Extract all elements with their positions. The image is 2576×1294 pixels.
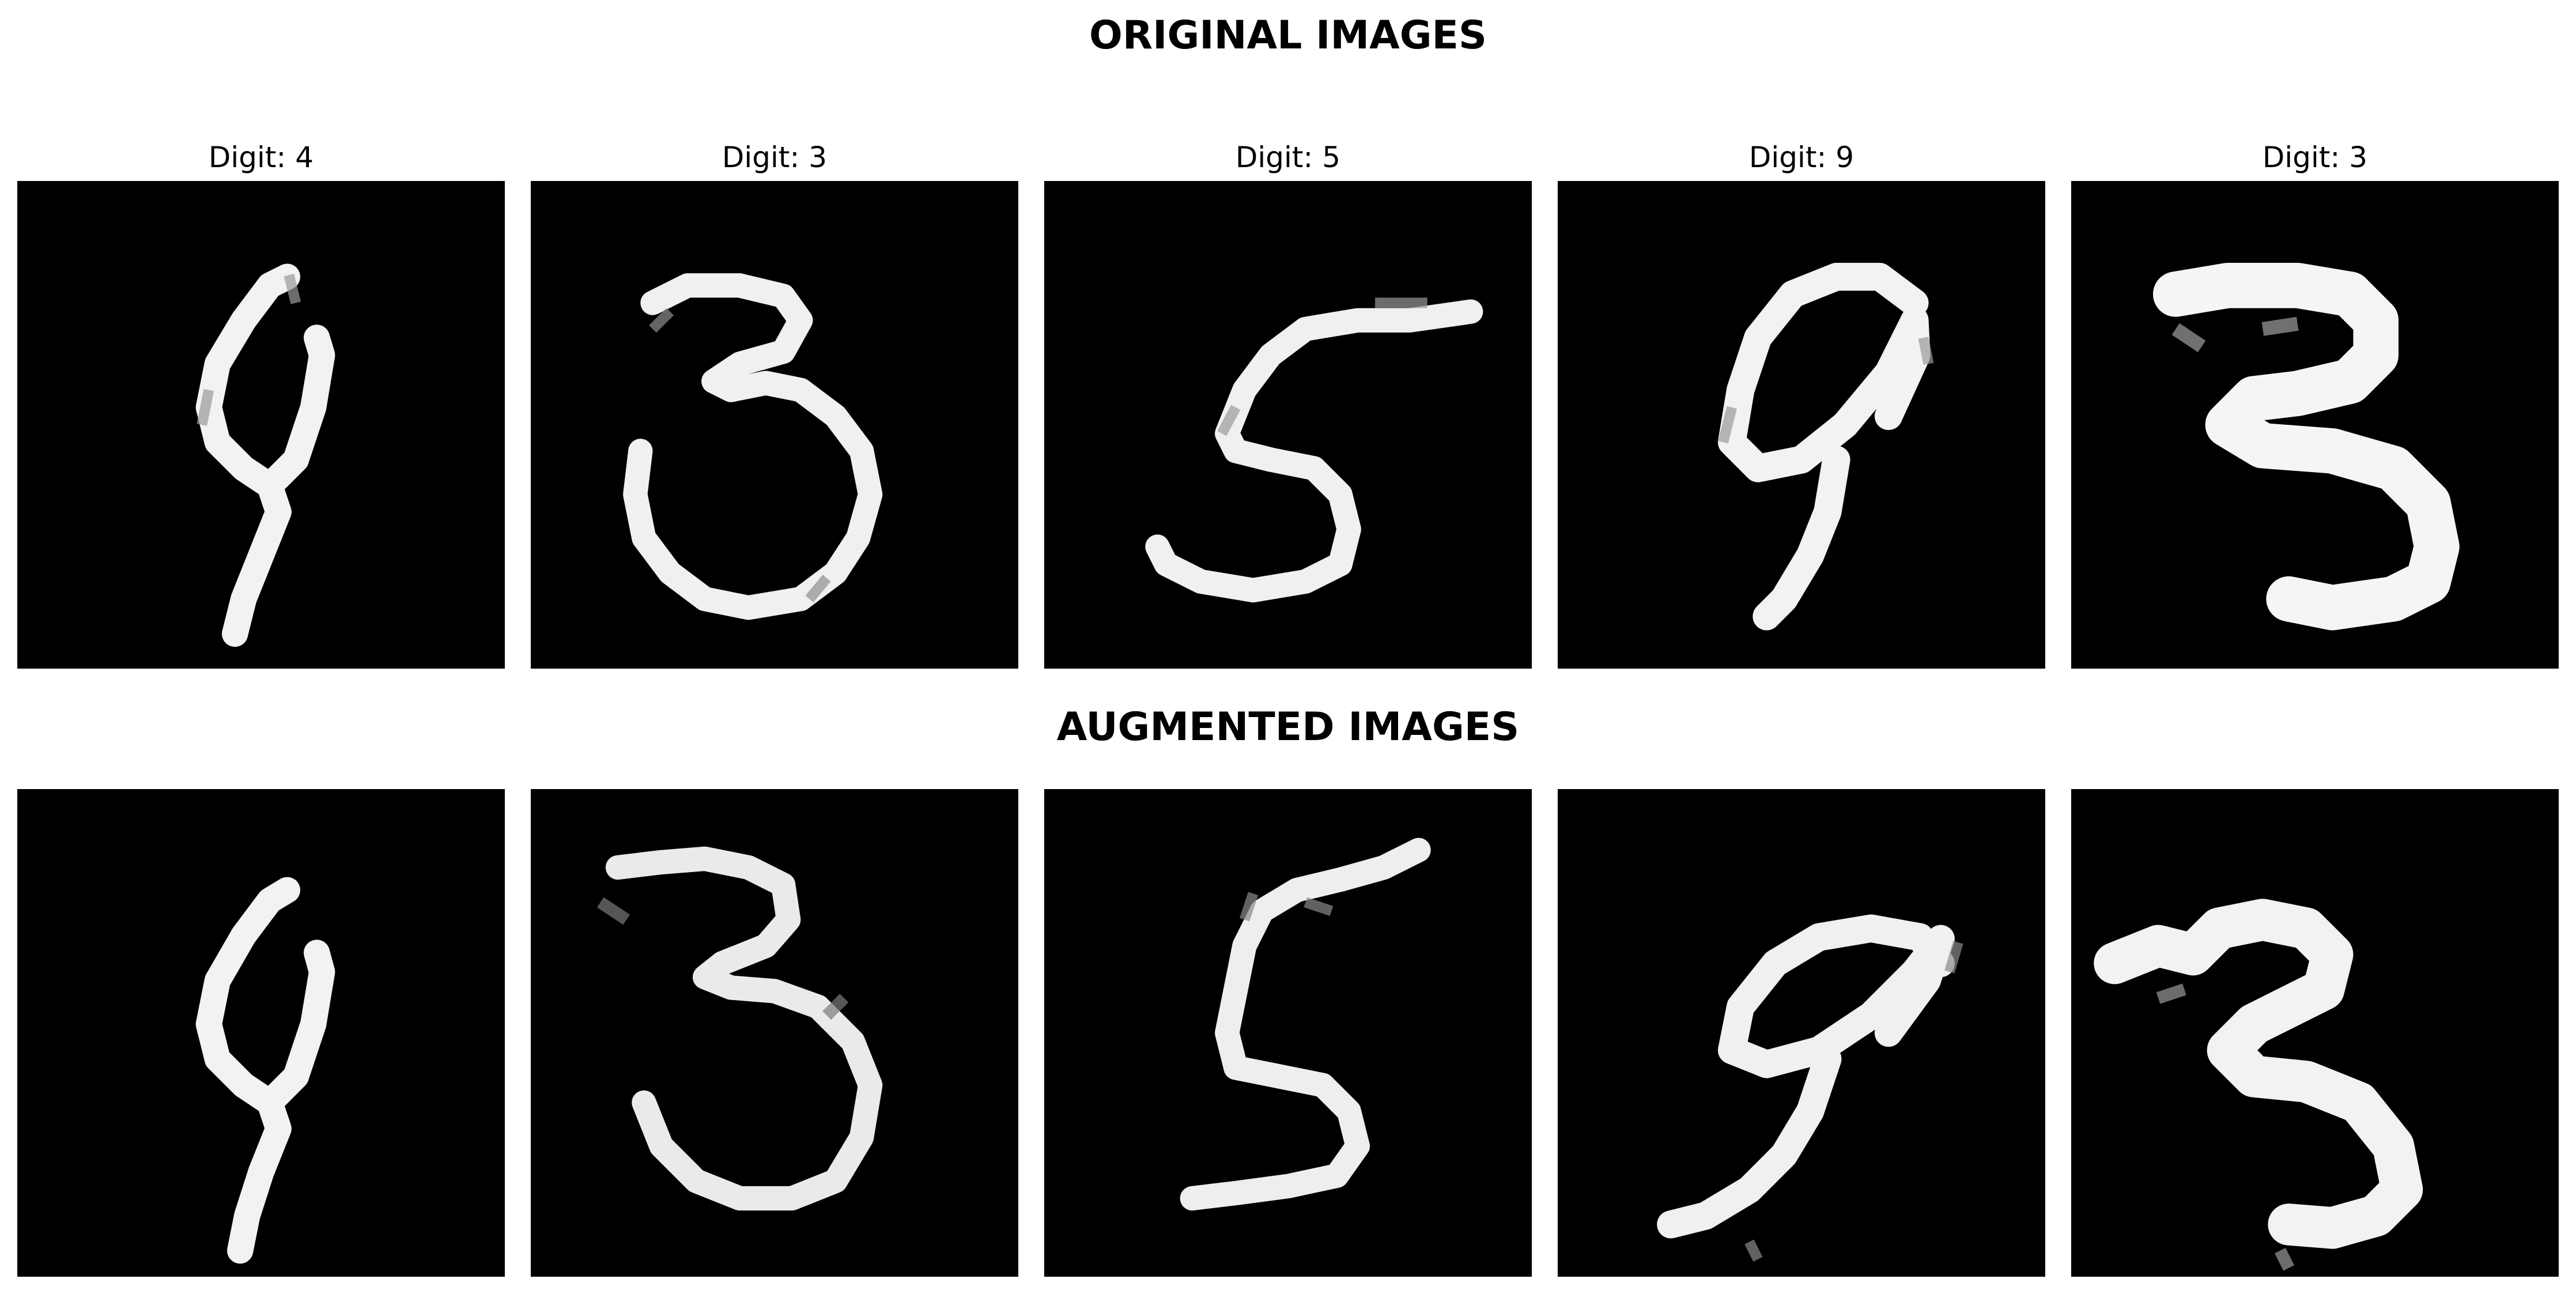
original-image-digit-3 [531, 181, 1018, 669]
digit-label-3: Digit: 5 [1235, 141, 1341, 174]
augmented-4-glyph [195, 877, 335, 1264]
handwritten-3-glyph-bold [2153, 263, 2460, 631]
augmented-image-digit-4 [17, 789, 505, 1277]
augmented-images-title: AUGMENTED IMAGES [1056, 704, 1520, 750]
digit-label-4: Digit: 9 [1748, 141, 1854, 174]
augmented-5-glyph [1180, 837, 1431, 1211]
original-image-digit-9 [1558, 181, 2045, 669]
digit-label-2: Digit: 3 [722, 141, 828, 174]
augmented-image-digit-5 [1044, 789, 1532, 1277]
original-image-digit-4 [17, 181, 505, 669]
digit-label-5: Digit: 3 [2262, 141, 2368, 174]
handwritten-5-glyph [1145, 297, 1483, 603]
augmented-image-digit-3 [531, 789, 1018, 1277]
augmented-image-digit-3-second [2071, 789, 2559, 1277]
augmented-3-glyph [596, 846, 883, 1211]
original-image-digit-5 [1044, 181, 1532, 669]
handwritten-9-glyph [1717, 263, 1934, 631]
augmented-9-glyph [1657, 914, 1963, 1262]
digit-label-1: Digit: 4 [208, 141, 314, 174]
augmented-3-glyph-bold [2094, 899, 2423, 1271]
original-image-digit-3-second [2071, 181, 2559, 669]
handwritten-4-glyph [195, 263, 335, 647]
handwritten-3-glyph [623, 273, 883, 620]
augmented-image-digit-9 [1558, 789, 2045, 1277]
original-images-title: ORIGINAL IMAGES [1089, 13, 1487, 58]
